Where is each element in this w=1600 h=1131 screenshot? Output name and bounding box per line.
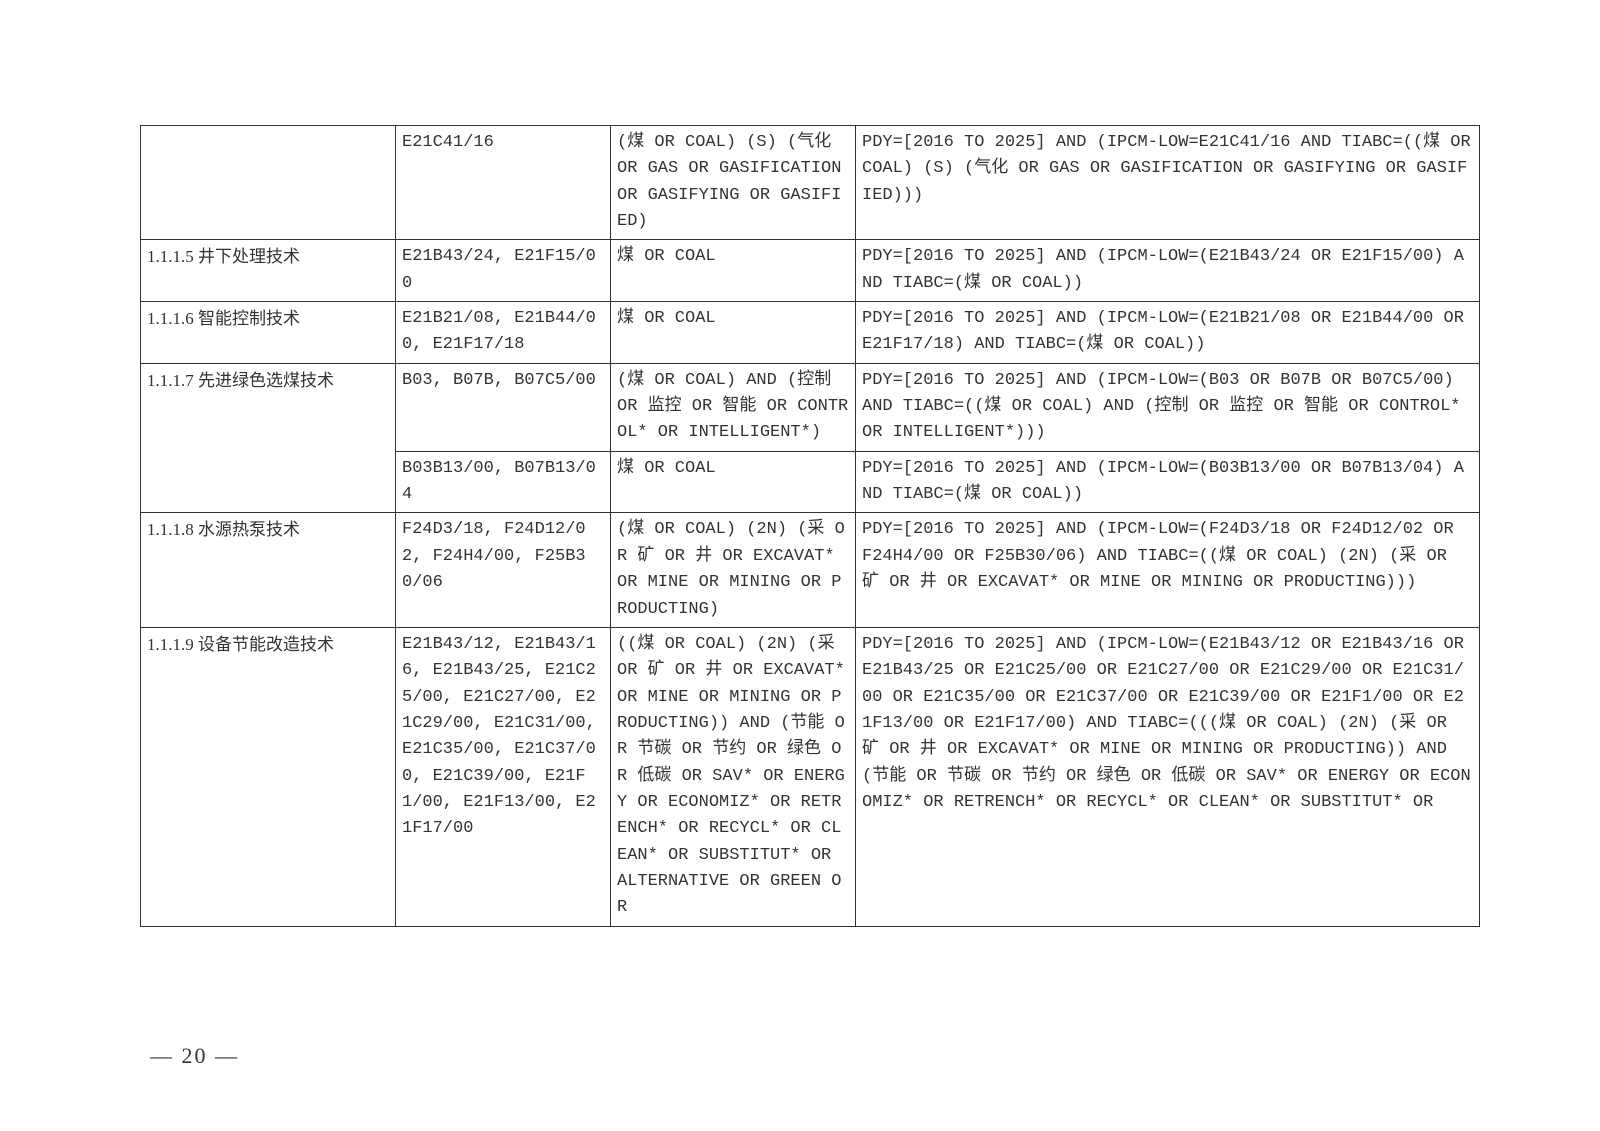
query-cell: PDY=[2016 TO 2025] AND (IPCM-LOW=E21C41/… <box>856 126 1480 240</box>
table-row: 1.1.1.5 井下处理技术E21B43/24, E21F15/00煤 OR C… <box>141 240 1480 302</box>
table-row: 1.1.1.6 智能控制技术E21B21/08, E21B44/00, E21F… <box>141 302 1480 364</box>
keyword-cell: (煤 OR COAL) (2N) (采 OR 矿 OR 井 OR EXCAVAT… <box>611 513 856 627</box>
technology-name-cell: 1.1.1.8 水源热泵技术 <box>141 513 396 627</box>
technology-name-cell: 1.1.1.7 先进绿色选煤技术 <box>141 363 396 513</box>
keyword-cell: ((煤 OR COAL) (2N) (采 OR 矿 OR 井 OR EXCAVA… <box>611 627 856 926</box>
ipc-code-cell: E21C41/16 <box>396 126 611 240</box>
query-cell: PDY=[2016 TO 2025] AND (IPCM-LOW=(E21B43… <box>856 627 1480 926</box>
query-cell: PDY=[2016 TO 2025] AND (IPCM-LOW=(B03 OR… <box>856 363 1480 451</box>
query-cell: PDY=[2016 TO 2025] AND (IPCM-LOW=(F24D3/… <box>856 513 1480 627</box>
patent-classification-table: E21C41/16(煤 OR COAL) (S) (气化 OR GAS OR G… <box>140 125 1480 927</box>
keyword-cell: (煤 OR COAL) AND (控制 OR 监控 OR 智能 OR CONTR… <box>611 363 856 451</box>
table-row: 1.1.1.9 设备节能改造技术E21B43/12, E21B43/16, E2… <box>141 627 1480 926</box>
query-cell: PDY=[2016 TO 2025] AND (IPCM-LOW=(B03B13… <box>856 451 1480 513</box>
technology-name-cell: 1.1.1.9 设备节能改造技术 <box>141 627 396 926</box>
ipc-code-cell: B03, B07B, B07C5/00 <box>396 363 611 451</box>
ipc-code-cell: E21B43/12, E21B43/16, E21B43/25, E21C25/… <box>396 627 611 926</box>
table-row: E21C41/16(煤 OR COAL) (S) (气化 OR GAS OR G… <box>141 126 1480 240</box>
keyword-cell: (煤 OR COAL) (S) (气化 OR GAS OR GASIFICATI… <box>611 126 856 240</box>
technology-name-cell <box>141 126 396 240</box>
keyword-cell: 煤 OR COAL <box>611 240 856 302</box>
keyword-cell: 煤 OR COAL <box>611 302 856 364</box>
ipc-code-cell: E21B43/24, E21F15/00 <box>396 240 611 302</box>
query-cell: PDY=[2016 TO 2025] AND (IPCM-LOW=(E21B21… <box>856 302 1480 364</box>
keyword-cell: 煤 OR COAL <box>611 451 856 513</box>
page-number: — 20 — <box>150 1043 239 1069</box>
table-row: 1.1.1.7 先进绿色选煤技术B03, B07B, B07C5/00(煤 OR… <box>141 363 1480 451</box>
query-cell: PDY=[2016 TO 2025] AND (IPCM-LOW=(E21B43… <box>856 240 1480 302</box>
table-row: 1.1.1.8 水源热泵技术F24D3/18, F24D12/02, F24H4… <box>141 513 1480 627</box>
technology-name-cell: 1.1.1.6 智能控制技术 <box>141 302 396 364</box>
ipc-code-cell: B03B13/00, B07B13/04 <box>396 451 611 513</box>
ipc-code-cell: E21B21/08, E21B44/00, E21F17/18 <box>396 302 611 364</box>
technology-name-cell: 1.1.1.5 井下处理技术 <box>141 240 396 302</box>
ipc-code-cell: F24D3/18, F24D12/02, F24H4/00, F25B30/06 <box>396 513 611 627</box>
